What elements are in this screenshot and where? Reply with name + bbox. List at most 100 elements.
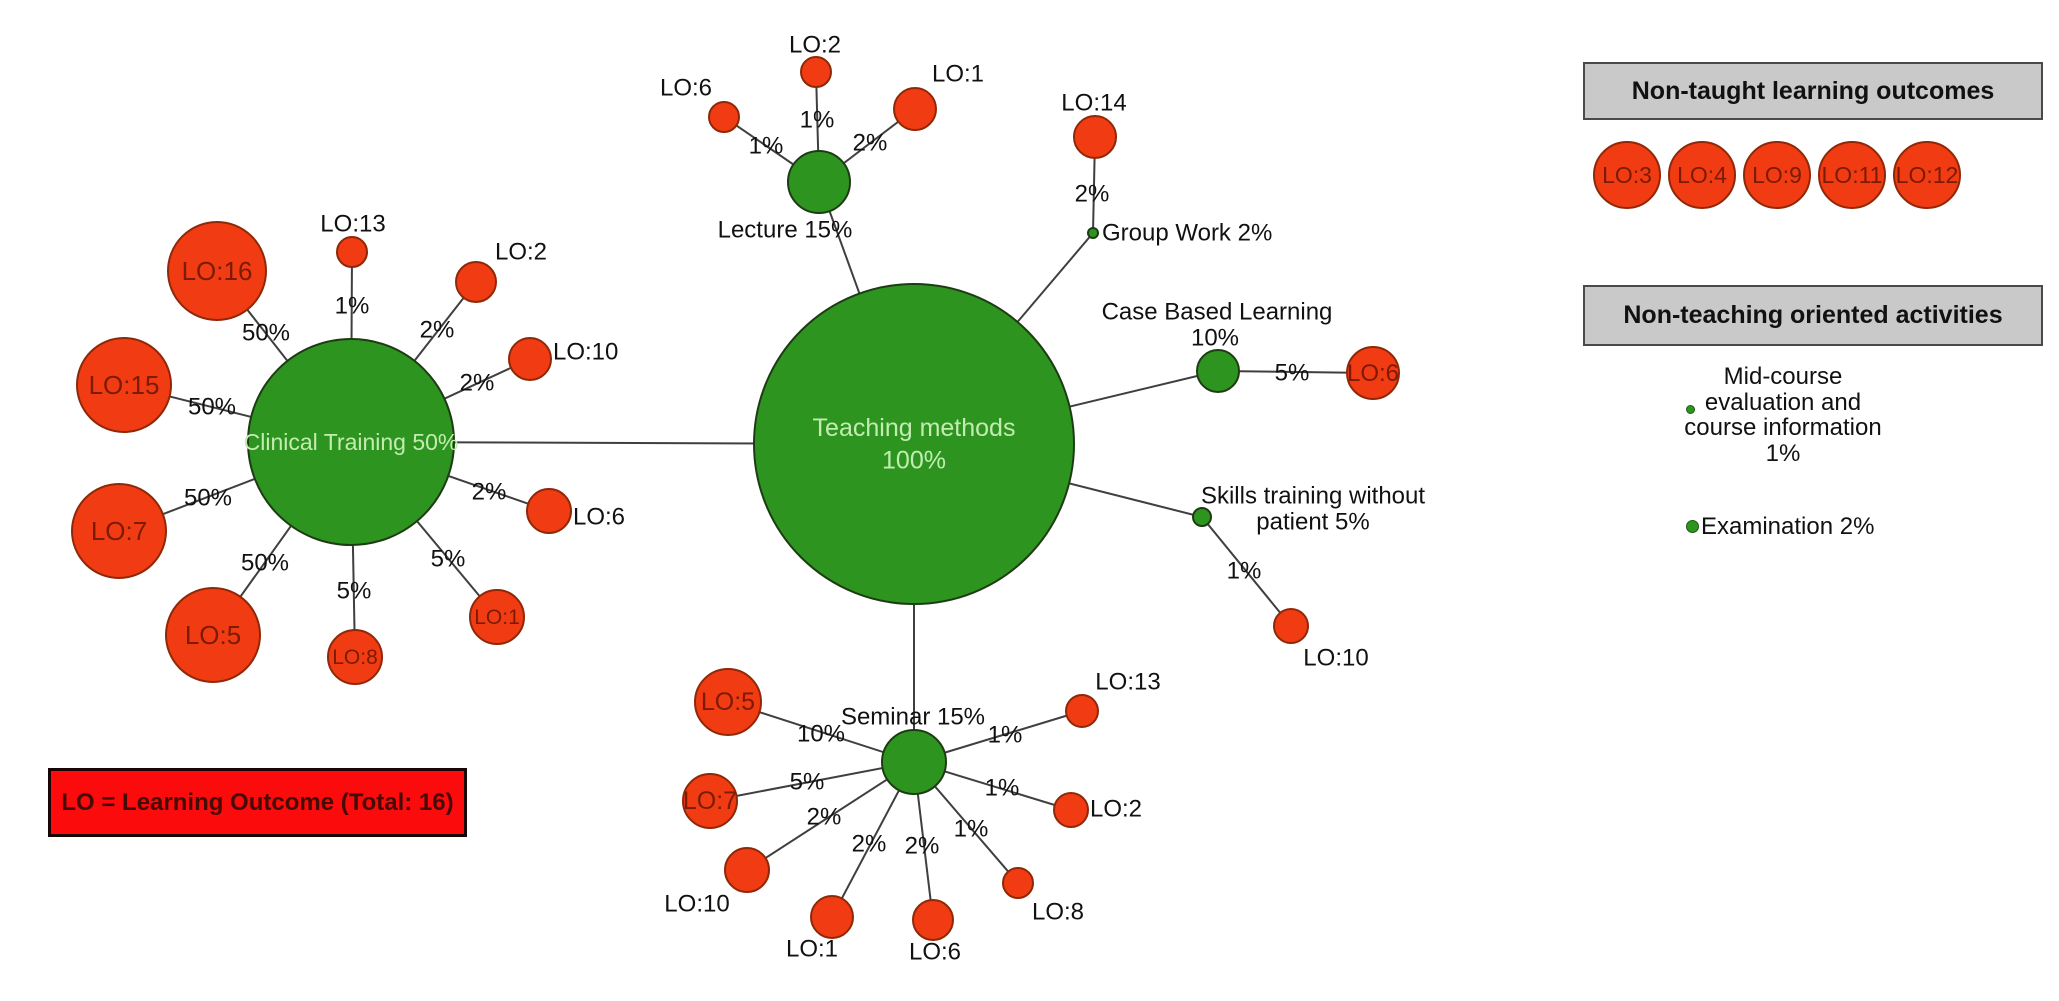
examination-dot-icon (1686, 520, 1699, 533)
lo-definition-note-box: LO = Learning Outcome (Total: 16) (48, 768, 467, 837)
node-label-cb-lo6: LO:6 (1347, 360, 1399, 387)
node-label-teaching: Teaching methods 100% (813, 414, 1016, 475)
text-pct-lec-lo6: 1% (749, 133, 784, 160)
text-pct-sem-lo2: 1% (985, 775, 1020, 802)
node-group-work (1087, 227, 1099, 239)
text-pct-lec-lo2: 1% (800, 107, 835, 134)
text-pct-sem-lo1: 2% (852, 831, 887, 858)
examination-label: Examination 2% (1701, 513, 1875, 540)
node-cl-lo5 (165, 587, 261, 683)
text-lbl-cl-lo6: LO:6 (573, 504, 625, 531)
non-taught-lo-circle: LO:12 (1893, 141, 1961, 209)
non-taught-lo-circle: LO:9 (1743, 141, 1811, 209)
node-cl-lo13 (336, 236, 368, 268)
text-pct-cl-lo8: 5% (337, 578, 372, 605)
node-sem-lo8 (1002, 867, 1034, 899)
text-pct-cl-lo13: 1% (335, 293, 370, 320)
node-label-cl-lo7: LO:7 (91, 516, 147, 546)
node-sem-lo7 (682, 773, 738, 829)
non-taught-outcomes-row: LO:3 LO:4 LO:9 LO:11 LO:12 (1593, 141, 1961, 209)
node-sem-lo6 (912, 899, 954, 941)
node-label-cl-lo16: LO:16 (182, 256, 253, 286)
text-pct-sem-lo5: 10% (797, 721, 845, 748)
node-seminar (881, 729, 947, 795)
text-lbl-group-work: Group Work 2% (1102, 220, 1272, 247)
node-label-cl-lo1: LO:1 (474, 606, 520, 629)
node-lec-lo1 (893, 87, 937, 131)
node-cl-lo2 (455, 261, 497, 303)
mid-course-dot-icon (1686, 405, 1695, 414)
text-lbl-cl-lo13: LO:13 (320, 211, 385, 238)
node-sem-lo5 (694, 668, 762, 736)
text-lbl-skills-2: patient 5% (1256, 509, 1369, 536)
text-pct-cb-lo6: 5% (1275, 360, 1310, 387)
text-pct-cl-lo10: 2% (460, 370, 495, 397)
text-lbl-sem-lo8: LO:8 (1032, 899, 1084, 926)
node-label-cl-lo8: LO:8 (332, 646, 378, 669)
text-lbl-lec-lo1: LO:1 (932, 61, 984, 88)
non-taught-lo-circle: LO:3 (1593, 141, 1661, 209)
text-lbl-sem-lo2: LO:2 (1090, 796, 1142, 823)
non-taught-outcomes-header: Non-taught learning outcomes (1583, 62, 2043, 120)
text-lbl-cl-lo2: LO:2 (495, 239, 547, 266)
mid-course-line-1: Mid-course (1723, 363, 1843, 390)
node-case-based (1196, 349, 1240, 393)
text-lbl-sem-lo13: LO:13 (1095, 669, 1160, 696)
text-pct-lec-lo1: 2% (853, 130, 888, 157)
text-pct-cl-lo15: 50% (188, 394, 236, 421)
node-sem-lo13 (1065, 694, 1099, 728)
node-cl-lo8 (327, 629, 383, 685)
text-pct-cl-lo7: 50% (184, 485, 232, 512)
non-taught-lo-circle: LO:11 (1818, 141, 1886, 209)
node-cl-lo10 (508, 337, 552, 381)
text-pct-cl-lo2: 2% (420, 317, 455, 344)
text-lbl-sem-lo1: LO:1 (786, 936, 838, 963)
text-pct-cl-lo1: 5% (431, 546, 466, 573)
non-teaching-activities-header: Non-teaching oriented activities (1583, 285, 2043, 346)
text-lbl-sem-lo6: LO:6 (909, 939, 961, 966)
text-lbl-case-based-2: 10% (1191, 325, 1239, 352)
text-lbl-lec-lo6: LO:6 (660, 75, 712, 102)
node-cl-lo16 (167, 221, 267, 321)
node-label-sem-lo5: LO:5 (701, 688, 755, 716)
node-gw-lo14 (1073, 115, 1117, 159)
node-teaching (753, 283, 1075, 605)
edge-seminar--sem-lo10 (746, 761, 915, 871)
non-taught-lo-circle: LO:4 (1668, 141, 1736, 209)
node-cl-lo6 (526, 488, 572, 534)
node-sem-lo10 (724, 847, 770, 893)
node-cb-lo6 (1346, 346, 1400, 400)
node-label-clinical: Clinical Training 50% (244, 429, 459, 455)
text-pct-cl-lo5: 50% (241, 550, 289, 577)
node-label-cl-lo15: LO:15 (89, 370, 160, 400)
text-lbl-seminar: Seminar 15% (841, 704, 985, 731)
node-sk-lo10 (1273, 608, 1309, 644)
mid-course-line-3: course information (1684, 414, 1882, 441)
node-cl-lo1 (469, 589, 525, 645)
text-pct-sem-lo7: 5% (790, 769, 825, 796)
node-label-cl-lo5: LO:5 (185, 620, 241, 650)
text-pct-cl-lo6: 2% (472, 479, 507, 506)
text-lbl-lec-lo2: LO:2 (789, 32, 841, 59)
mid-course-label: Mid-course evaluation and course informa… (1683, 364, 1883, 466)
node-lecture (787, 150, 851, 214)
mid-course-percent: 1% (1765, 439, 1801, 467)
text-lbl-lecture: Lecture 15% (718, 217, 853, 244)
text-lbl-gw-lo14: LO:14 (1061, 90, 1126, 117)
text-pct-sem-lo6: 2% (905, 833, 940, 860)
node-skills (1192, 507, 1212, 527)
text-pct-sem-lo13: 1% (988, 722, 1023, 749)
node-lec-lo2 (800, 56, 832, 88)
text-pct-sk-lo10: 1% (1227, 558, 1262, 585)
edge-seminar--sem-lo7 (709, 761, 915, 802)
text-lbl-skills-1: Skills training without (1201, 483, 1425, 510)
node-cl-lo15 (76, 337, 172, 433)
edge-skills--sk-lo10 (1201, 516, 1292, 627)
text-lbl-cl-lo10: LO:10 (553, 339, 618, 366)
text-pct-sem-lo8: 1% (954, 816, 989, 843)
text-lbl-sem-lo10: LO:10 (664, 891, 729, 918)
text-pct-cl-lo16: 50% (242, 320, 290, 347)
node-label-sem-lo7: LO:7 (683, 787, 737, 815)
